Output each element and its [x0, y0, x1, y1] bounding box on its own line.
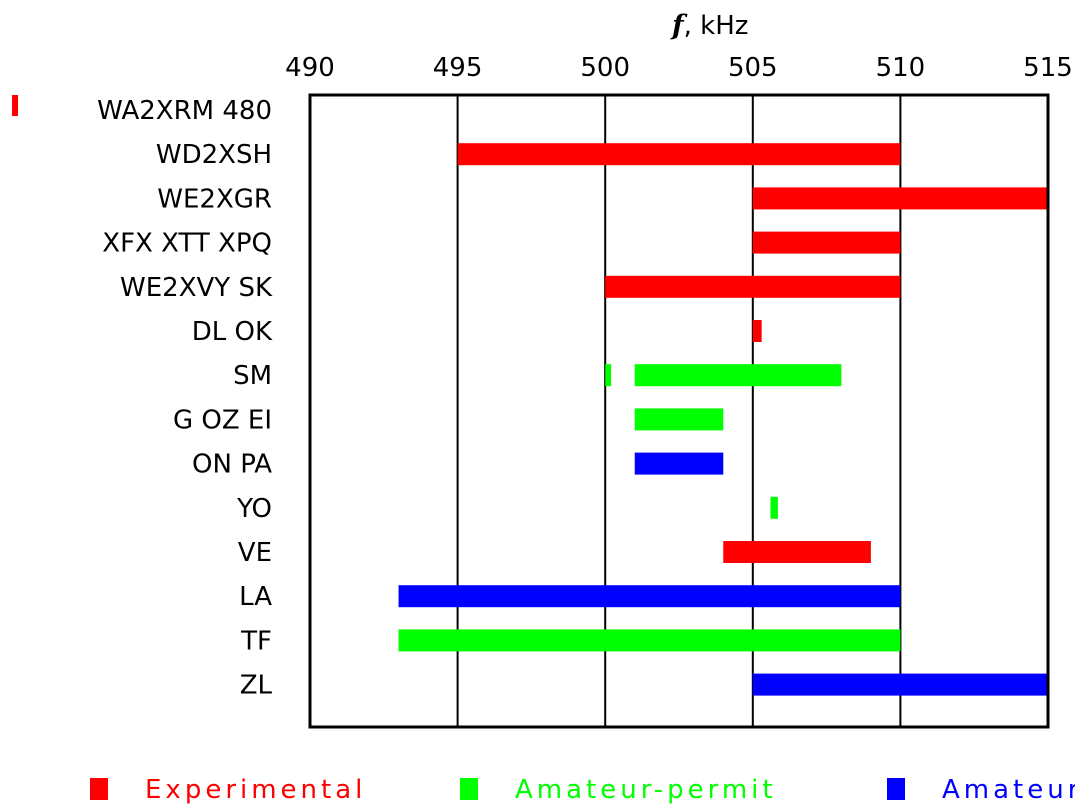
row-label-we2xgr: WE2XGR — [157, 184, 272, 214]
x-axis-symbol: f — [670, 10, 688, 41]
x-tick-label: 510 — [876, 53, 926, 83]
row-label-g-oz-ei: G OZ EI — [173, 405, 272, 435]
tick-layer: 490 495 500 505 510 515 — [285, 53, 1073, 83]
row-label-wd2xsh: WD2XSH — [156, 140, 272, 170]
bar-on-pa-amateur — [634, 452, 724, 475]
row-label-wa2xrm-480: WA2XRM 480 — [97, 96, 272, 126]
legend-swatch-amateur-permit — [460, 778, 478, 800]
legend-swatch-experimental — [90, 778, 108, 800]
bar-we2xvy-sk-experimental — [605, 275, 901, 298]
x-tick-label: 515 — [1023, 53, 1073, 83]
bar-tf-amateur-permit — [398, 629, 901, 652]
bar-la-amateur — [398, 585, 901, 608]
legend-label-experimental: Experimental — [145, 775, 366, 805]
row-label-yo: YO — [236, 494, 272, 524]
bar-sm-amateur-permit — [605, 364, 612, 387]
x-axis-unit: , kHz — [684, 11, 749, 41]
label-layer: WA2XRM 480 WD2XSH WE2XGR XFX XTT XPQ WE2XVY … — [97, 96, 273, 701]
row-label-tf: TF — [240, 626, 272, 656]
x-tick-label: 505 — [728, 53, 778, 83]
x-tick-label: 500 — [580, 53, 630, 83]
plot-frame — [308, 93, 1050, 729]
bar-xfx-xtt-xpq-experimental — [752, 231, 901, 254]
bar-zl-amateur — [752, 673, 1048, 696]
bar-we2xgr-experimental — [752, 187, 1048, 210]
row-label-we2xvy-sk: WE2XVY SK — [120, 273, 273, 303]
row-label-xfx-xtt-xpq: XFX XTT XPQ — [102, 229, 272, 259]
bar-layer — [398, 143, 1048, 696]
x-tick-label: 490 — [285, 53, 335, 83]
wa2xrm-480-bar — [12, 95, 18, 116]
legend-swatch-amateur — [887, 778, 905, 800]
row-label-la: LA — [239, 582, 272, 612]
x-axis-title: f, kHz — [670, 10, 748, 41]
legend: Experimental Amateur-permit Amateur — [90, 775, 1075, 805]
row-label-sm: SM — [233, 361, 272, 391]
bar-yo-amateur-permit — [770, 496, 778, 519]
bar-wd2xsh-experimental — [457, 143, 901, 166]
bar-sm-amateur-permit — [634, 364, 842, 387]
legend-label-amateur: Amateur — [942, 775, 1075, 805]
row-label-dl-ok: DL OK — [192, 317, 273, 347]
row-label-ve: VE — [238, 538, 272, 568]
legend-label-amateur-permit: Amateur-permit — [515, 775, 777, 805]
row-label-zl: ZL — [240, 671, 273, 701]
row-label-on-pa: ON PA — [192, 450, 272, 480]
x-tick-label: 495 — [433, 53, 483, 83]
bar-ve-experimental — [723, 541, 871, 563]
bar-g-oz-ei-amateur-permit — [634, 408, 724, 431]
bar-dl-ok-experimental — [752, 320, 762, 342]
